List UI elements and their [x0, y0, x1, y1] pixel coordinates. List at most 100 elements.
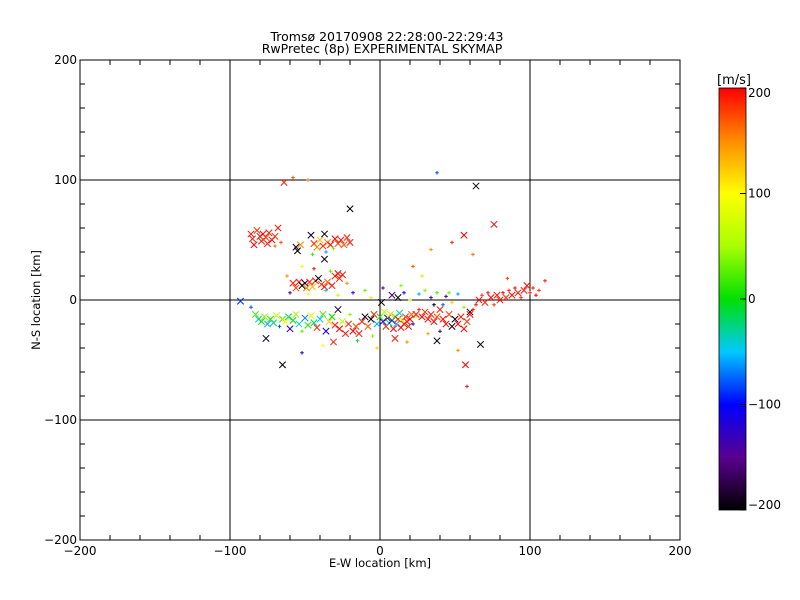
y-tick-labels: −200 −100 0 100 200 [44, 53, 77, 547]
data-point-cross [292, 284, 300, 292]
data-point-plus [492, 303, 496, 307]
data-point-cross [389, 325, 398, 333]
data-point-cross [271, 232, 279, 240]
data-point-cross [433, 337, 441, 345]
colorbar-tick-label: −100 [748, 398, 781, 412]
data-point-plus [501, 291, 505, 295]
data-point-plus [435, 171, 439, 175]
data-point-cross [305, 278, 314, 286]
data-point-cross [341, 330, 350, 338]
data-point-cross [460, 325, 468, 333]
data-point-cross [278, 361, 287, 369]
y-tick-label: −200 [44, 533, 77, 547]
data-point-cross [269, 319, 278, 327]
data-point-cross [391, 334, 399, 342]
data-point-cross [292, 310, 300, 318]
data-point-cross [493, 291, 501, 299]
data-point-plus [444, 294, 448, 299]
data-point-plus [402, 291, 406, 295]
data-point-cross [325, 318, 333, 326]
data-point-cross [316, 236, 324, 244]
data-point-cross [319, 310, 327, 318]
data-point-plus [414, 315, 418, 319]
chart-subtitle: RwPretec (8p) EXPERIMENTAL SKYMAP [262, 41, 503, 56]
data-point-cross [322, 327, 330, 335]
data-point-cross [463, 318, 471, 326]
data-point-cross [406, 315, 414, 323]
data-point-cross [262, 334, 270, 342]
data-point-cross [466, 310, 474, 318]
data-point-plus [456, 292, 460, 296]
data-point-cross [307, 312, 315, 320]
data-point-cross [248, 235, 257, 243]
data-point-plus [363, 288, 367, 293]
data-point-cross [334, 270, 342, 278]
data-point-plus [456, 348, 460, 353]
data-point-cross [367, 315, 375, 323]
data-point-cross [265, 229, 273, 237]
data-point-cross [334, 306, 342, 314]
colorbar-tick-label: 200 [748, 86, 771, 100]
colorbar-ticks [740, 87, 746, 511]
data-point-cross [424, 315, 432, 323]
data-point-cross [448, 322, 456, 330]
data-point-plus [438, 329, 442, 333]
data-point-cross [340, 241, 348, 249]
data-point-plus [432, 303, 436, 307]
data-point-cross [281, 318, 290, 326]
data-point-plus [420, 274, 424, 278]
y-tick-label: 100 [54, 173, 77, 187]
data-point-cross [355, 330, 363, 338]
data-point-plus [435, 291, 439, 295]
data-point-plus [291, 175, 295, 180]
data-point-cross [257, 318, 266, 326]
data-point-plus [369, 295, 373, 300]
data-point-cross [260, 313, 269, 321]
data-point-cross [316, 315, 324, 323]
data-point-cross [427, 310, 435, 318]
data-point-plus [507, 288, 511, 293]
data-point-plus [331, 246, 336, 251]
data-point-cross [313, 324, 321, 332]
data-point-plus [537, 288, 541, 293]
data-point-cross [412, 310, 420, 318]
data-point-plus [417, 307, 421, 312]
data-point-cross [313, 243, 321, 251]
data-point-cross [296, 241, 305, 249]
data-point-cross [346, 238, 354, 246]
data-point-cross [308, 283, 317, 291]
data-point-cross [263, 240, 272, 248]
data-point-cross [364, 322, 372, 330]
data-point-cross [392, 320, 401, 328]
data-point-cross [320, 230, 329, 238]
data-point-cross [457, 313, 465, 321]
data-point-cross [323, 278, 332, 286]
data-point-plus [505, 276, 510, 281]
data-point-plus [285, 274, 289, 278]
data-point-cross [251, 310, 260, 318]
data-point-cross [310, 319, 318, 327]
data-point-plus [306, 292, 310, 296]
data-point-plus [300, 351, 304, 355]
data-point-cross [301, 279, 309, 287]
data-point-cross [320, 255, 329, 263]
data-point-plus [370, 334, 375, 338]
data-point-cross [349, 327, 357, 335]
data-point-plus [429, 295, 433, 300]
data-point-cross [361, 313, 369, 321]
grid-lines [80, 60, 680, 540]
colorbar-tick-label: 100 [748, 187, 771, 201]
data-point-plus [310, 252, 315, 257]
data-point-plus [324, 250, 328, 254]
data-point-plus [450, 240, 454, 245]
data-point-cross [496, 296, 504, 304]
data-point-cross [247, 230, 255, 238]
axis-ticks [79, 59, 681, 541]
data-point-cross [329, 338, 338, 346]
data-point-plus [471, 252, 475, 257]
data-point-cross [460, 231, 468, 239]
data-point-cross [286, 325, 294, 333]
data-point-cross [262, 234, 270, 242]
data-point-plus [411, 322, 415, 326]
x-tick-label: 100 [519, 544, 542, 558]
